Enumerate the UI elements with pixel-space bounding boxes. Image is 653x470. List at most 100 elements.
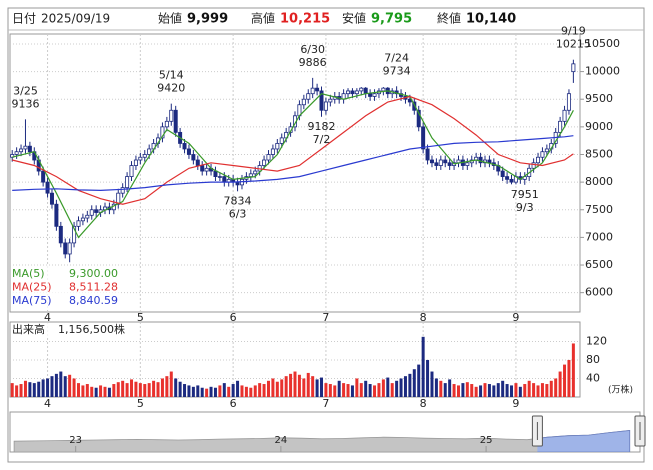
volume-bar bbox=[218, 385, 222, 397]
volume-bar bbox=[492, 385, 496, 397]
volume-legend-box bbox=[11, 323, 135, 336]
x-tick-label: 7 bbox=[322, 311, 329, 324]
candle-body bbox=[182, 143, 187, 150]
volume-bar bbox=[403, 376, 407, 397]
volume-bar bbox=[90, 386, 94, 397]
volume-bar bbox=[297, 374, 301, 397]
ma-line bbox=[12, 135, 574, 192]
volume-bar bbox=[103, 386, 107, 397]
volume-bar bbox=[125, 383, 129, 397]
volume-bar bbox=[439, 380, 443, 397]
candle-body bbox=[10, 154, 15, 158]
annotation-value: 10215 bbox=[556, 38, 591, 51]
candle-body bbox=[566, 93, 571, 111]
candle-body bbox=[169, 109, 174, 122]
annotation-date: 9/3 bbox=[516, 201, 534, 214]
volume-bar bbox=[28, 382, 32, 397]
volume-bar bbox=[284, 376, 288, 397]
volume-bar bbox=[320, 377, 324, 397]
volume-bar bbox=[143, 384, 147, 397]
legend-box bbox=[11, 266, 121, 310]
volume-bar bbox=[165, 376, 169, 397]
header-label: 始値 bbox=[158, 11, 182, 26]
candle-body bbox=[350, 90, 355, 95]
candle-body bbox=[142, 154, 147, 158]
volume-bar bbox=[364, 380, 368, 397]
volume-bar bbox=[156, 382, 160, 397]
candle-body bbox=[412, 101, 417, 111]
volume-bar bbox=[138, 383, 142, 397]
volume-bar bbox=[434, 378, 438, 397]
x-tick-label: 9 bbox=[512, 397, 519, 410]
volume-bar bbox=[350, 385, 354, 397]
candle-body bbox=[319, 90, 324, 111]
volume-bar bbox=[63, 376, 67, 397]
volume-bar bbox=[249, 387, 253, 397]
candle-body bbox=[138, 156, 143, 161]
volume-bar bbox=[85, 384, 89, 397]
volume-bar bbox=[505, 384, 509, 397]
volume-bar bbox=[205, 388, 209, 397]
candle-body bbox=[133, 159, 138, 166]
candle-body bbox=[310, 87, 315, 95]
x-tick-label: 5 bbox=[137, 397, 144, 410]
range-handle[interactable] bbox=[634, 415, 646, 447]
volume-bar bbox=[266, 380, 270, 397]
volume-bar bbox=[222, 383, 226, 397]
volume-bar bbox=[461, 383, 465, 397]
annotation-value: 9734 bbox=[383, 64, 411, 77]
volume-bar bbox=[196, 385, 200, 397]
candle-body bbox=[571, 63, 576, 73]
volume-bar bbox=[10, 383, 14, 397]
volume-name: 出来高 bbox=[12, 322, 45, 336]
volume-bar bbox=[275, 381, 279, 397]
volume-bar bbox=[496, 383, 500, 397]
x-tick-label: 6 bbox=[230, 397, 237, 410]
candle-body bbox=[279, 137, 284, 144]
candle-body bbox=[262, 159, 267, 166]
annotation-value: 9182 bbox=[308, 120, 336, 133]
volume-bar bbox=[448, 379, 452, 397]
header-value: 10,215 bbox=[280, 12, 330, 27]
x-tick-label: 6 bbox=[230, 311, 237, 324]
date-label: 日付 bbox=[12, 12, 36, 26]
volume-bar bbox=[412, 369, 416, 397]
candle-body bbox=[443, 159, 448, 164]
candle-body bbox=[531, 162, 536, 169]
y-tick-label: 6500 bbox=[585, 258, 613, 271]
candle-body bbox=[478, 156, 483, 164]
volume-bar bbox=[540, 383, 544, 397]
volume-bar bbox=[37, 381, 41, 397]
annotation-value: 9886 bbox=[299, 56, 327, 69]
y-tick-label: 7000 bbox=[585, 230, 613, 243]
candle-body bbox=[328, 98, 333, 103]
range-handle[interactable] bbox=[531, 415, 543, 447]
volume-bar bbox=[514, 383, 518, 397]
volume-bar bbox=[470, 384, 474, 397]
candle-body bbox=[359, 87, 364, 92]
candle-body bbox=[505, 176, 510, 180]
volume-bar bbox=[289, 373, 293, 397]
legend-name: MA(25) bbox=[12, 281, 52, 294]
volume-bar bbox=[421, 336, 425, 397]
price-panel bbox=[9, 33, 581, 313]
y-tick-label: 10000 bbox=[585, 65, 620, 78]
volume-bar bbox=[213, 387, 217, 397]
unit-label: (万株) bbox=[608, 384, 633, 396]
x-tick-label: 4 bbox=[44, 311, 51, 324]
candle-body bbox=[421, 126, 426, 150]
x-tick-label: 8 bbox=[420, 311, 427, 324]
volume-bar bbox=[408, 373, 412, 397]
volume-bar bbox=[523, 384, 527, 397]
annotation-date: 3/25 bbox=[13, 84, 38, 97]
volume-bar bbox=[46, 378, 50, 397]
candle-body bbox=[72, 225, 77, 244]
volume-bar bbox=[200, 387, 204, 397]
annotation-date: 6/30 bbox=[300, 43, 325, 56]
candle-body bbox=[544, 148, 549, 153]
candle-body bbox=[354, 90, 359, 95]
volume-bar bbox=[381, 379, 385, 397]
annotation-date: 7/24 bbox=[384, 51, 409, 64]
candle-body bbox=[67, 242, 72, 255]
candle-body bbox=[213, 170, 218, 177]
